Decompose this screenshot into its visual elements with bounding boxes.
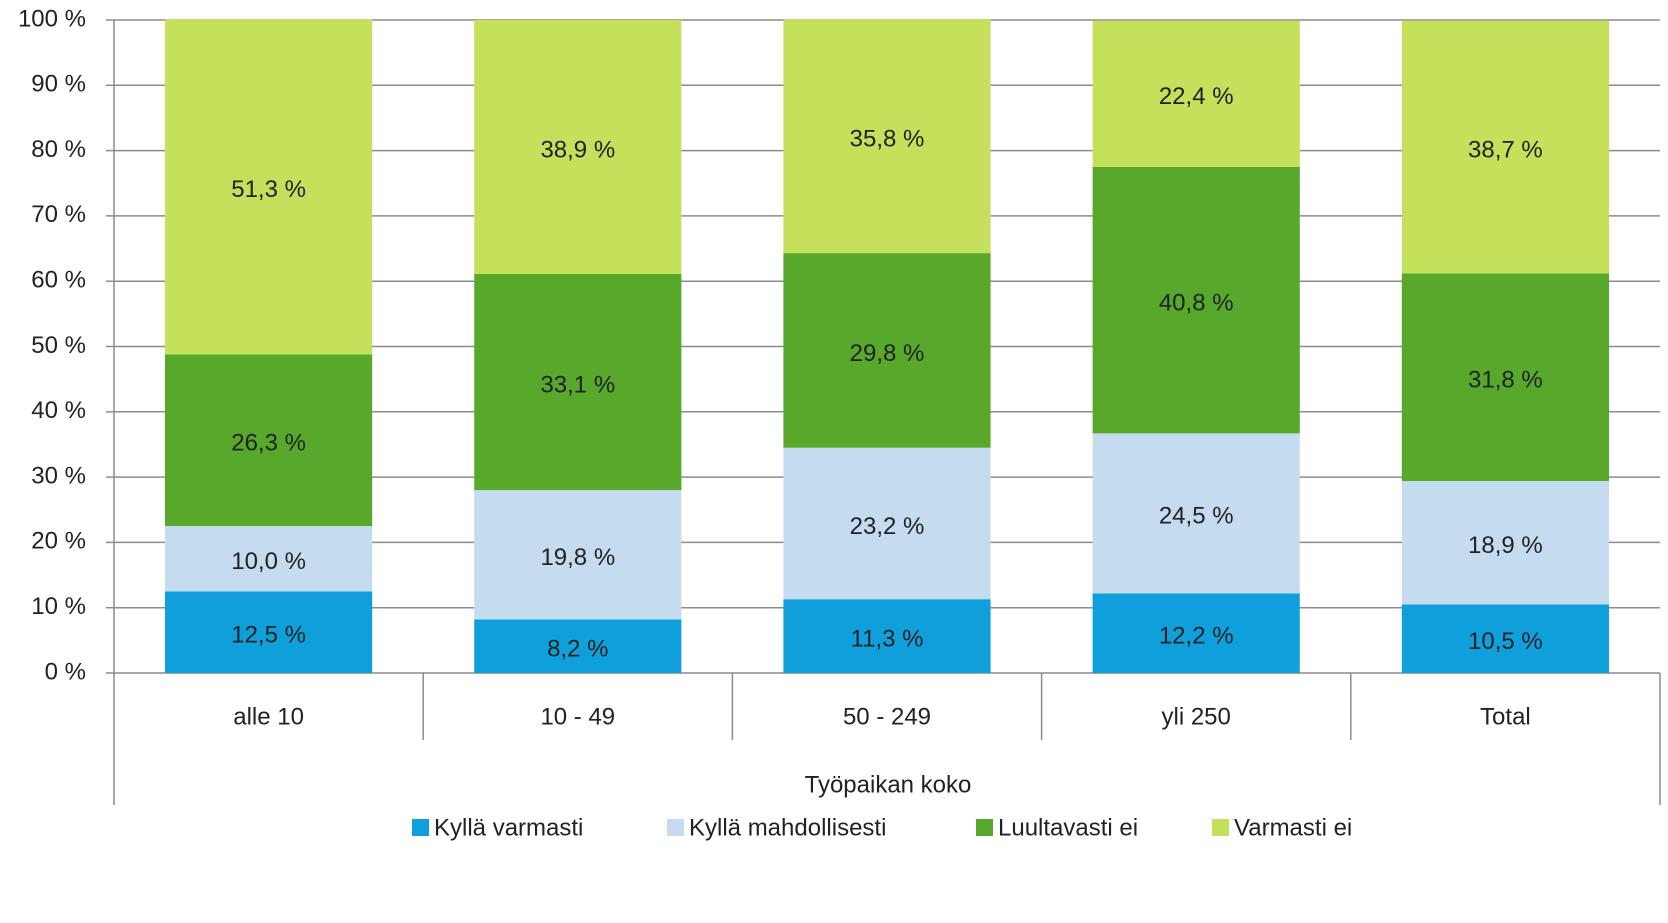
data-label: 12,5 %: [231, 622, 306, 649]
y-tick-label: 80 %: [31, 136, 86, 163]
y-tick-label: 10 %: [31, 593, 86, 620]
bar-segment: [165, 526, 373, 592]
data-label: 18,9 %: [1468, 532, 1543, 559]
bar-segment: [1092, 593, 1300, 673]
data-label: 26,3 %: [231, 430, 306, 457]
bar-segment: [474, 619, 682, 673]
legend-label: Varmasti ei: [1234, 814, 1352, 841]
y-tick-label: 30 %: [31, 462, 86, 489]
legend-swatch: [976, 819, 993, 836]
x-tick-label: 10 - 49: [540, 703, 615, 730]
x-tick-label: 50 - 249: [843, 703, 931, 730]
y-tick-label: 0 %: [45, 658, 86, 685]
legend-label: Kyllä mahdollisesti: [689, 814, 886, 841]
data-label: 40,8 %: [1159, 289, 1234, 316]
y-tick-label: 70 %: [31, 201, 86, 228]
y-tick-label: 100 %: [18, 5, 86, 32]
data-label: 38,9 %: [540, 136, 615, 163]
data-label: 10,0 %: [231, 548, 306, 575]
data-label: 22,4 %: [1159, 83, 1234, 110]
bar-segment: [1401, 481, 1609, 605]
legend-swatch: [667, 819, 684, 836]
data-label: 8,2 %: [547, 636, 608, 663]
legend-label: Luultavasti ei: [998, 814, 1138, 841]
data-label: 38,7 %: [1468, 136, 1543, 163]
data-label: 29,8 %: [850, 340, 925, 367]
data-label: 10,5 %: [1468, 628, 1543, 655]
bar-segment: [474, 20, 682, 275]
legend-swatch: [1212, 819, 1229, 836]
legend-swatch: [412, 819, 429, 836]
bar-segment: [474, 274, 682, 491]
data-label: 24,5 %: [1159, 503, 1234, 530]
data-label: 11,3 %: [851, 625, 924, 652]
bar-segment: [783, 19, 991, 254]
y-tick-label: 60 %: [31, 267, 86, 294]
data-label: 31,8 %: [1468, 367, 1543, 394]
bar-segment: [783, 447, 991, 600]
bar-segment: [783, 599, 991, 673]
legend-label: Kyllä varmasti: [434, 814, 583, 841]
x-axis-title: Työpaikan koko: [805, 771, 972, 798]
y-tick-label: 50 %: [31, 332, 86, 359]
data-label: 51,3 %: [231, 176, 306, 203]
bar-segment: [1092, 20, 1300, 167]
bar-segment: [783, 253, 991, 448]
data-label: 35,8 %: [850, 126, 925, 153]
bar-segment: [1401, 273, 1609, 482]
y-tick-label: 20 %: [31, 528, 86, 555]
bar-segment: [165, 354, 373, 527]
data-label: 19,8 %: [540, 544, 615, 571]
bar-segment: [1401, 604, 1609, 673]
x-tick-label: yli 250: [1162, 703, 1231, 730]
bar-segment: [1092, 433, 1300, 594]
y-tick-label: 40 %: [31, 397, 86, 424]
y-tick-label: 90 %: [31, 71, 86, 98]
bar-segment: [165, 591, 373, 673]
bar-segment: [474, 490, 682, 620]
data-label: 12,2 %: [1159, 623, 1234, 650]
data-label: 23,2 %: [850, 513, 925, 540]
bar-segment: [1092, 166, 1300, 434]
x-tick-label: Total: [1480, 703, 1531, 730]
data-label: 33,1 %: [540, 371, 615, 398]
bar-segment: [1401, 20, 1609, 274]
x-tick-label: alle 10: [233, 703, 304, 730]
bar-segment: [165, 19, 373, 355]
